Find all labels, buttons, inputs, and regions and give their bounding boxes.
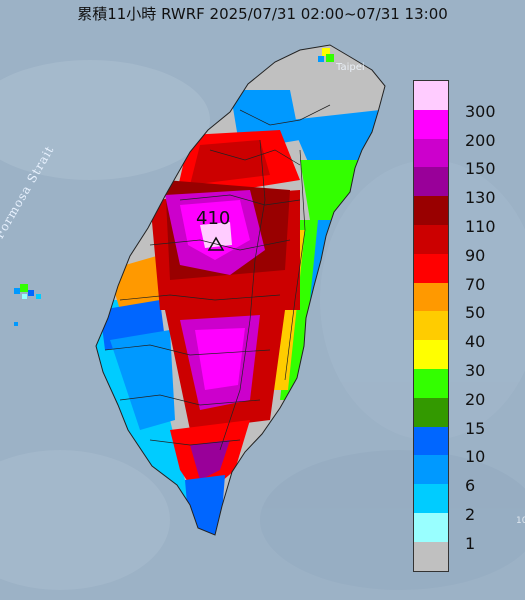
- legend-swatch: [414, 138, 448, 168]
- legend-swatch: [414, 340, 448, 369]
- city-label: Taipei: [336, 62, 365, 73]
- sea-texture: [0, 60, 525, 590]
- legend-label: 150: [465, 159, 496, 179]
- penghu-islands: [14, 284, 41, 326]
- legend-swatch: [414, 282, 448, 312]
- legend-label: 10: [465, 447, 486, 467]
- island-outline: [95, 44, 386, 536]
- legend-label: 300: [465, 101, 496, 121]
- legend-swatch: [414, 397, 448, 427]
- legend-label: 130: [465, 188, 496, 208]
- legend-label: 40: [465, 332, 486, 352]
- map-edge-label: 10: [516, 516, 525, 526]
- legend-swatch: [414, 455, 448, 485]
- legend-label: 6: [465, 476, 476, 496]
- legend-label: 30: [465, 361, 486, 380]
- legend-swatch: [414, 81, 448, 110]
- legend-label: 90: [465, 245, 486, 265]
- legend-swatch: [414, 109, 448, 139]
- legend-label: 2: [465, 505, 476, 524]
- legend-swatch: [414, 369, 448, 398]
- peak-value: 410: [196, 208, 231, 229]
- legend-swatch: [414, 225, 448, 254]
- page-title: 累積11小時 RWRF 2025/07/31 02:00~07/31 13:00: [77, 5, 448, 23]
- legend-swatch: [414, 167, 448, 197]
- triangle-marker-icon: [207, 236, 225, 251]
- legend-swatch: [414, 484, 448, 513]
- legend-label: 110: [465, 217, 496, 236]
- legend-swatch: [414, 541, 448, 571]
- legend-label: 15: [465, 418, 486, 438]
- legend-swatch: [414, 311, 448, 341]
- legend-label: 50: [465, 303, 486, 323]
- legend-label: 20: [465, 389, 486, 409]
- legend-swatch: [414, 426, 448, 456]
- legend-swatch: [414, 196, 448, 225]
- taipei-area: [318, 48, 334, 62]
- legend-swatch: [414, 253, 448, 283]
- legend-label: 70: [465, 274, 486, 294]
- legend-swatch: [414, 513, 448, 542]
- legend-label: 1: [465, 533, 476, 553]
- legend-label: 200: [465, 130, 496, 150]
